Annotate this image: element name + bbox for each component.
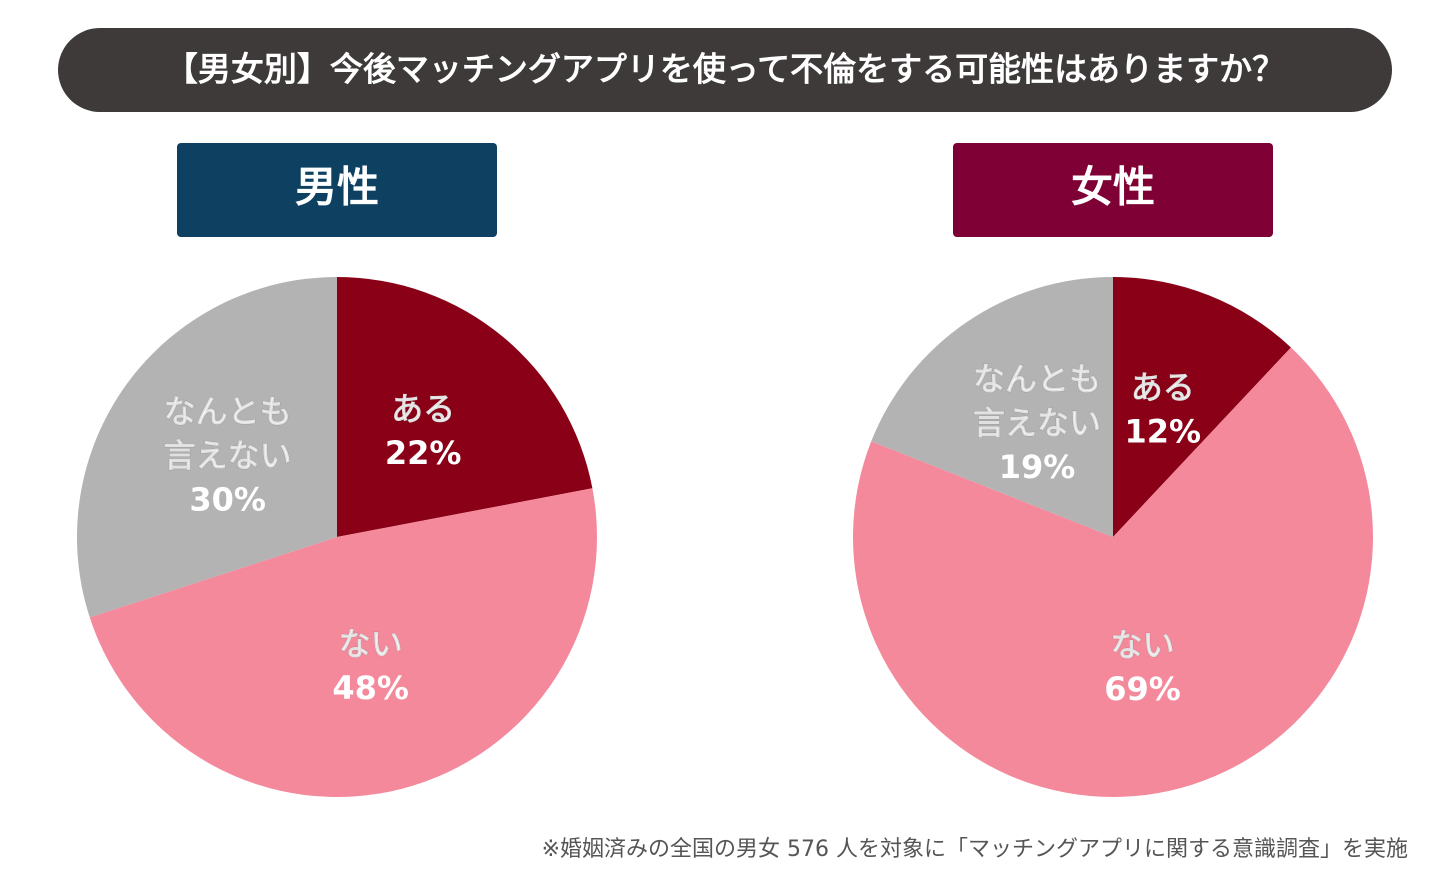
footnote: ※婚姻済みの全国の男女 576 人を対象に「マッチングアプリに関する意識調査」を… [542,837,1408,862]
slice-label: ある [391,390,455,428]
pie-slice [852,347,1373,797]
slice-label: ない [1110,626,1174,664]
slice-value-label: 69% [1104,670,1181,708]
pie-slice [76,277,338,618]
slice-label: なんとも言えない [164,393,292,475]
pie-slice [1113,277,1291,537]
panel-title: 女性 [1071,163,1155,212]
slice-value-label: 30% [189,481,266,519]
slice-value-label: 22% [385,434,462,472]
slice-value-label: 12% [1124,412,1201,450]
pie-slice [89,488,598,798]
slice-label: なんとも言えない [973,360,1101,442]
pie-slice [871,277,1113,537]
title-pill [58,28,1392,112]
slice-value-label: 19% [999,448,1076,486]
slice-label: ある [1131,368,1195,406]
panel-header [953,143,1273,237]
slice-label: ない [339,625,403,663]
pie-slice [337,277,593,537]
chart-title: 【男女別】今後マッチングアプリを使って不倫をする可能性はありますか？ [165,50,1285,89]
panel-header [177,143,497,237]
slice-value-label: 48% [332,669,409,707]
panel-title: 男性 [295,163,379,212]
